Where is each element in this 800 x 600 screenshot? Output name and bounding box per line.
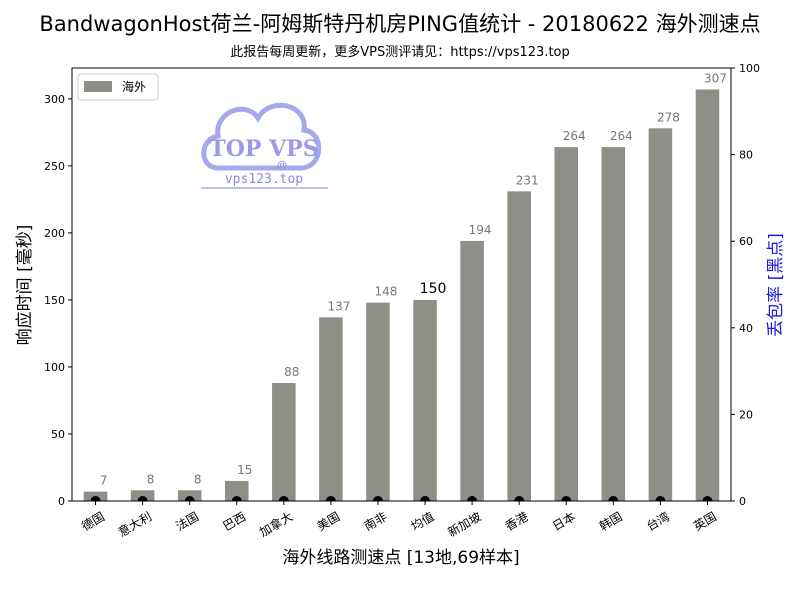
data-label: 307 <box>704 71 727 85</box>
x-tick-label: 巴西 <box>220 509 248 533</box>
x-tick-label: 韩国 <box>597 509 625 534</box>
legend-swatch <box>84 81 112 92</box>
bar <box>413 299 437 501</box>
y-right-tick-label: 0 <box>739 495 746 508</box>
x-tick-label: 台湾 <box>644 509 672 534</box>
y-axis-label-right: 丢包率 [黑点] <box>766 233 786 337</box>
bar <box>130 490 155 501</box>
watermark-at: @ <box>277 160 287 171</box>
packet-loss-point <box>467 496 478 501</box>
data-label: 278 <box>657 110 680 124</box>
packet-loss-point <box>514 496 525 501</box>
x-tick-label: 德国 <box>79 509 107 534</box>
packet-loss-point <box>278 496 289 501</box>
data-label: 137 <box>327 299 350 313</box>
data-label: 7 <box>100 474 108 488</box>
y-tick-label: 50 <box>51 428 65 441</box>
packet-loss-point <box>561 496 572 501</box>
bar <box>224 480 249 501</box>
packet-loss-point <box>702 496 713 501</box>
bar <box>272 383 296 501</box>
x-tick-label: 意大利 <box>115 509 154 540</box>
bars <box>83 89 720 501</box>
y-right-tick-label: 60 <box>739 235 753 248</box>
packet-loss-point <box>90 496 101 502</box>
x-tick-label: 香港 <box>503 509 531 533</box>
packet-loss-point <box>420 496 431 501</box>
y-tick-label: 250 <box>44 160 65 173</box>
y-tick-label: 200 <box>44 227 65 240</box>
packet-loss-point <box>184 496 195 501</box>
legend: 海外 <box>77 73 159 101</box>
packet-loss-markers <box>90 496 713 502</box>
x-tick-label: 英国 <box>691 509 719 533</box>
y-axis-right: 0 20 40 60 80 100 <box>731 62 760 508</box>
legend-label: 海外 <box>122 79 146 94</box>
bar <box>319 317 343 501</box>
x-tick-label: 加拿大 <box>257 509 296 540</box>
x-axis: 德国 意大利 法国 巴西 加拿大 美国 南非 均值 新加坡 香港 日本 韩国 台湾 英国 <box>79 501 719 540</box>
data-label: 8 <box>147 472 155 486</box>
packet-loss-point <box>231 496 242 502</box>
x-tick-label: 南非 <box>361 509 389 534</box>
data-label: 15 <box>237 463 252 477</box>
bar <box>648 128 673 501</box>
y-tick-label: 150 <box>44 294 65 307</box>
y-axis-label: 响应时间 [毫秒] <box>15 225 35 346</box>
bar <box>177 490 202 501</box>
bar <box>507 191 531 501</box>
bar <box>366 302 390 501</box>
plot-frame <box>71 67 732 502</box>
y-tick-label: 300 <box>44 93 65 106</box>
bar <box>460 240 484 501</box>
y-right-tick-label: 40 <box>739 322 753 335</box>
watermark-url: vps123.top <box>225 172 303 187</box>
y-tick-label: 0 <box>58 495 65 508</box>
packet-loss-point <box>372 496 383 501</box>
bar <box>601 147 626 501</box>
cloud-icon <box>201 102 322 171</box>
x-tick-label: 均值 <box>408 509 436 534</box>
data-label: 194 <box>469 223 492 237</box>
y-right-tick-label: 100 <box>739 62 760 75</box>
x-tick-label: 新加坡 <box>445 509 484 540</box>
chart-subtitle: 此报告每周更新，更多VPS测评请见：https://vps123.top <box>230 44 570 60</box>
data-label: 88 <box>284 365 299 379</box>
watermark-brand: TOP VPS <box>209 136 318 162</box>
x-tick-label: 日本 <box>550 509 578 533</box>
y-axis-left: 0 50 100 150 200 250 300 <box>44 93 72 508</box>
data-label: 148 <box>375 285 398 299</box>
packet-loss-point <box>655 496 666 501</box>
y-tick-label: 100 <box>44 361 65 374</box>
watermark: TOP VPS @ vps123.top <box>201 102 328 189</box>
data-label: 231 <box>516 173 539 187</box>
legend-box <box>77 73 159 101</box>
data-label: 150 <box>420 281 447 297</box>
y-right-tick-label: 80 <box>739 149 753 162</box>
chart-title: BandwagonHost荷兰-阿姆斯特丹机房PING值统计 - 2018062… <box>39 12 760 36</box>
packet-loss-point <box>325 496 336 501</box>
packet-loss-point <box>137 496 148 501</box>
x-axis-label: 海外线路测速点 [13地,69样本] <box>282 548 519 568</box>
x-tick-label: 美国 <box>315 509 343 533</box>
data-label: 8 <box>194 472 202 486</box>
data-label: 264 <box>563 129 586 143</box>
bar <box>554 147 579 501</box>
y-right-tick-label: 20 <box>739 408 753 421</box>
x-tick-label: 法国 <box>173 509 201 533</box>
bar <box>695 89 720 501</box>
packet-loss-point <box>608 496 619 501</box>
data-label: 264 <box>610 129 633 143</box>
